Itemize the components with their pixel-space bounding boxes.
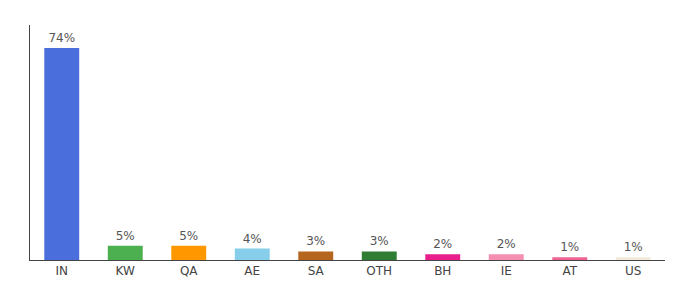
svg-text:3%: 3% [370,234,389,248]
svg-text:IN: IN [55,264,68,278]
svg-text:5%: 5% [116,229,135,243]
svg-text:1%: 1% [560,240,579,254]
svg-text:2%: 2% [433,237,452,251]
svg-text:4%: 4% [243,232,262,246]
svg-text:2%: 2% [497,237,516,251]
svg-text:IE: IE [501,264,512,278]
svg-text:3%: 3% [306,234,325,248]
svg-text:74%: 74% [48,31,75,45]
svg-text:AE: AE [244,264,260,278]
svg-text:QA: QA [180,264,198,278]
svg-text:1%: 1% [624,240,643,254]
svg-text:SA: SA [308,264,325,278]
svg-text:KW: KW [116,264,135,278]
svg-text:BH: BH [434,264,451,278]
svg-text:OTH: OTH [366,264,392,278]
svg-text:AT: AT [562,264,577,278]
svg-text:US: US [625,264,641,278]
svg-text:5%: 5% [179,229,198,243]
